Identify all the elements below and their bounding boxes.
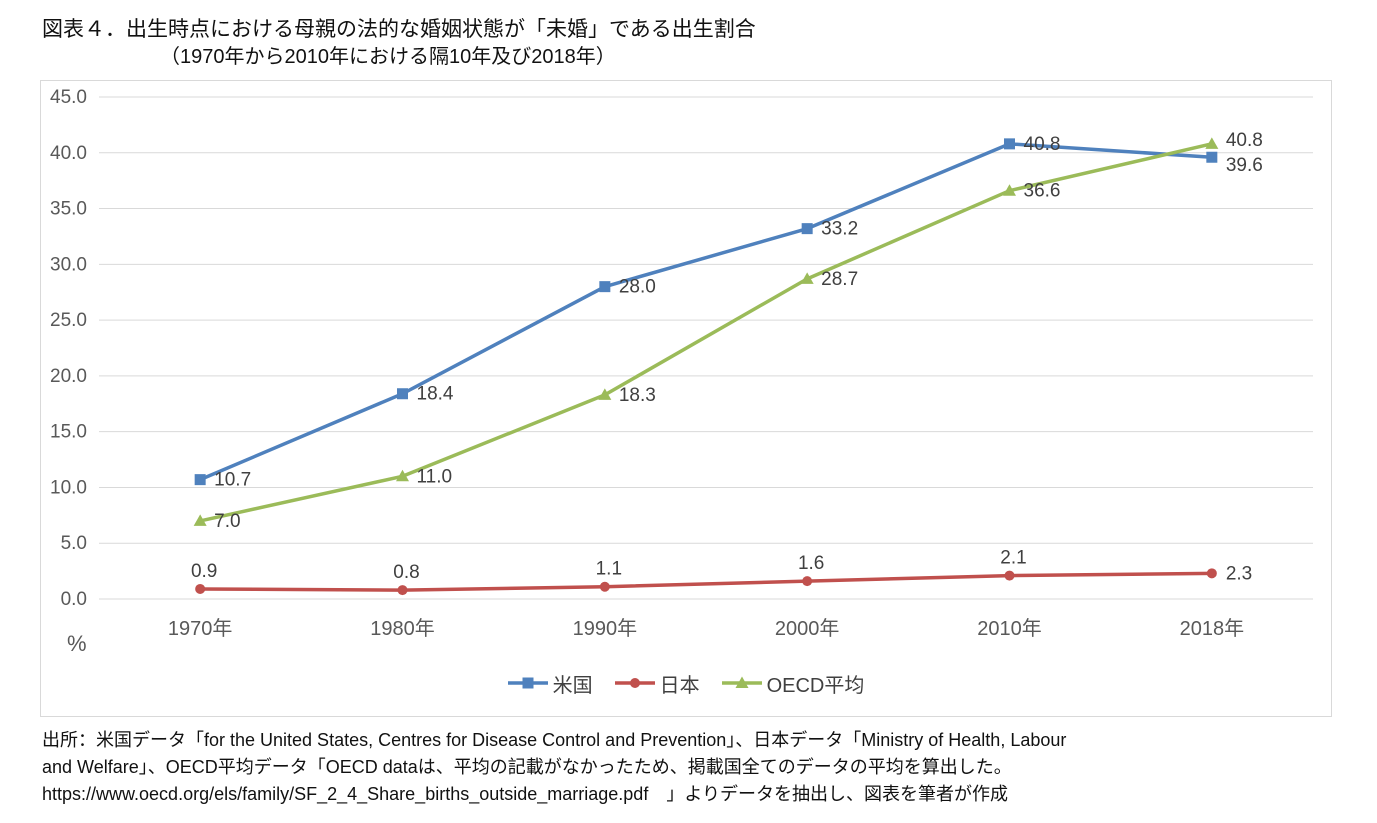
legend-label: OECD平均: [766, 674, 865, 697]
data-label: 28.0: [619, 277, 656, 298]
y-axis-unit-label: %: [67, 631, 87, 656]
legend-label: 米国: [552, 674, 593, 697]
y-tick-label: 25.0: [50, 310, 87, 331]
y-tick-label: 45.0: [50, 87, 87, 108]
marker-square: [522, 677, 534, 689]
marker-circle: [599, 582, 610, 593]
data-label: 0.9: [191, 561, 217, 582]
marker-triangle: [396, 470, 409, 482]
marker-circle: [1004, 570, 1015, 581]
data-label: 40.8: [1226, 130, 1263, 151]
legend-label: 日本: [659, 674, 700, 697]
marker-square: [1004, 138, 1015, 150]
legend-marker-icon: [507, 677, 548, 689]
legend-item-0: 米国: [507, 669, 593, 698]
marker-circle: [397, 585, 408, 596]
data-label: 18.4: [417, 384, 454, 405]
line-chart: 0.0 5.0 10.0 15.0 20.0 25.0 30.0 35.0 40.0 45.0 19…: [50, 87, 1313, 656]
marker-triangle: [1003, 184, 1016, 197]
figure-header: 図表４．出生時点における母親の法的な婚姻状態が「未婚」である出生割合 （1970…: [0, 0, 1377, 76]
source-line-3: https://www.oecd.org/els/family/SF_2_4_S…: [42, 784, 1008, 805]
marker-square: [801, 223, 813, 235]
data-label: 33.2: [821, 219, 858, 240]
source-line-1: 出所：米国データ「for the United States, Centres …: [42, 730, 1067, 751]
x-tick-label: 1980年: [370, 617, 435, 640]
marker-circle: [1206, 568, 1217, 579]
legend-item-1: 日本: [614, 669, 700, 698]
series-line-0: [198, 142, 1214, 482]
data-label: 28.7: [821, 269, 858, 290]
source-note: 出所：米国データ「for the United States, Centres …: [42, 727, 1332, 808]
legend-marker-icon: [721, 676, 762, 689]
data-label: 1.6: [798, 553, 824, 574]
source-line-2: and Welfare」、OECD平均データ「OECD dataは、平均の記載が…: [42, 757, 1012, 778]
chart-legend: 米国 日本 OECD平均: [41, 661, 1331, 705]
marker-triangle: [800, 272, 814, 285]
data-label: 40.8: [1024, 134, 1061, 155]
marker-square: [1206, 152, 1218, 164]
y-tick-label: 40.0: [50, 143, 87, 164]
marker-triangle: [193, 514, 207, 527]
y-tick-label: 35.0: [50, 199, 87, 220]
marker-triangle: [735, 676, 749, 689]
figure-title: 図表４．出生時点における母親の法的な婚姻状態が「未婚」である出生割合: [42, 18, 756, 41]
data-label: 1.1: [596, 559, 622, 580]
marker-square: [397, 388, 408, 400]
data-label: 36.6: [1024, 181, 1061, 202]
marker-triangle: [598, 388, 612, 401]
data-label: 2.3: [1226, 564, 1252, 585]
figure-subtitle: （1970年から2010年における隔10年及び2018年）: [160, 46, 616, 69]
x-tick-label: 2000年: [775, 617, 840, 640]
data-label: 0.8: [393, 562, 419, 583]
data-label: 18.3: [619, 385, 656, 406]
y-tick-label: 20.0: [50, 366, 87, 387]
chart-container: 0.0 5.0 10.0 15.0 20.0 25.0 30.0 35.0 40.0 45.0 19…: [40, 80, 1332, 718]
marker-square: [599, 281, 611, 293]
series-line-1: [198, 571, 1214, 593]
series-line-2: [198, 142, 1214, 524]
marker-circle: [802, 576, 813, 587]
marker-square: [194, 474, 206, 486]
y-tick-label: 10.0: [50, 478, 87, 499]
marker-circle: [195, 584, 206, 595]
data-label: 2.1: [1000, 548, 1026, 569]
data-label: 11.0: [417, 467, 453, 488]
marker-triangle: [1205, 137, 1219, 150]
data-label: 39.6: [1226, 156, 1263, 177]
legend-item-2: OECD平均: [721, 669, 865, 698]
x-tick-label: 2010年: [977, 617, 1042, 640]
legend-marker-icon: [614, 678, 655, 689]
data-label: 10.7: [214, 470, 251, 491]
y-tick-label: 30.0: [50, 255, 87, 276]
marker-circle: [629, 678, 640, 689]
x-tick-label: 2018年: [1180, 617, 1245, 640]
data-label: 7.0: [214, 511, 240, 532]
x-tick-label: 1970年: [168, 617, 233, 640]
y-tick-label: 5.0: [61, 534, 87, 555]
x-tick-label: 1990年: [573, 617, 638, 640]
y-tick-label: 0.0: [61, 589, 87, 610]
y-tick-label: 15.0: [50, 422, 87, 443]
